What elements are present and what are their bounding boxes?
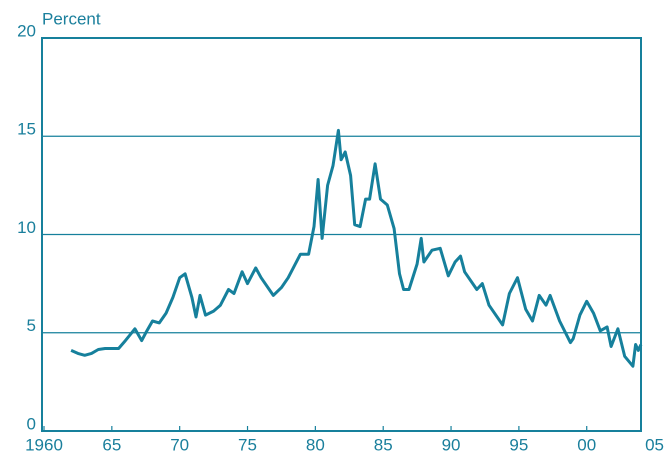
y-axis-label: Percent [42, 9, 101, 28]
y-tick-label: 10 [17, 218, 36, 237]
plot-frame [41, 37, 642, 432]
x-tick-label: 90 [442, 435, 461, 454]
x-tick-label: 1960 [25, 435, 63, 454]
x-tick-label: 70 [170, 435, 189, 454]
x-tick-label: 00 [577, 435, 596, 454]
y-tick-label: 0 [27, 414, 36, 433]
x-tick-label: 85 [374, 435, 393, 454]
x-tick-label: 75 [238, 435, 257, 454]
x-tick-label: 80 [306, 435, 325, 454]
y-tick-label: 15 [17, 120, 36, 139]
y-tick-label: 5 [27, 316, 36, 335]
series-line [70, 128, 643, 368]
x-tick-label: 65 [102, 435, 121, 454]
x-tick-label: 95 [509, 435, 528, 454]
x-tick-label: 05 [645, 435, 664, 454]
y-tick-label: 20 [17, 21, 36, 40]
